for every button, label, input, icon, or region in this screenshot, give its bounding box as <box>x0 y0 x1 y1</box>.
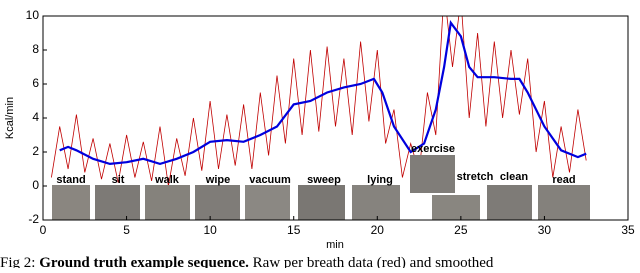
y-tick-label: 6 <box>32 76 39 90</box>
thumbnails <box>52 155 590 220</box>
activity-label: clean <box>500 171 528 183</box>
thumbnail <box>52 185 90 220</box>
activity-label: wipe <box>205 174 230 186</box>
activity-label: stand <box>56 174 85 186</box>
thumbnail <box>352 185 400 220</box>
x-tick-label: 5 <box>123 223 130 237</box>
activity-label: exercise <box>411 143 455 155</box>
activity-label: vacuum <box>249 174 291 186</box>
thumbnail <box>432 195 480 220</box>
caption-label: Fig 2: <box>0 255 35 268</box>
y-tick-label: 0 <box>32 178 39 192</box>
series-line <box>51 16 587 187</box>
x-tick-label: 15 <box>287 223 301 237</box>
y-tick-label: 8 <box>32 42 39 56</box>
activity-label: read <box>552 174 575 186</box>
x-tick-label: 10 <box>203 223 217 237</box>
caption-text: Raw per breath data (red) and smoothed <box>253 255 494 268</box>
caption: Fig 2: Ground truth example sequence. Ra… <box>0 255 494 268</box>
y-tick-label: 2 <box>32 144 39 158</box>
thumbnail <box>298 185 345 220</box>
x-tick-label: 35 <box>621 223 635 237</box>
y-tick-label: -2 <box>28 212 39 226</box>
y-tick-label: 10 <box>26 8 40 22</box>
x-tick-label: 30 <box>538 223 552 237</box>
y-axis-label: Kcal/min <box>4 97 16 139</box>
thumbnail <box>245 185 290 220</box>
x-tick-label: 0 <box>40 223 47 237</box>
thumbnail <box>145 185 190 220</box>
thumbnail <box>487 185 532 220</box>
thumbnail <box>95 185 140 220</box>
activity-label: sweep <box>307 174 341 186</box>
thumbnail <box>538 185 590 220</box>
activity-label: sit <box>112 174 125 186</box>
activity-label: walk <box>154 174 180 186</box>
caption-bold: Ground truth example sequence. <box>39 255 249 268</box>
x-tick-label: 20 <box>371 223 385 237</box>
series-line <box>59 20 587 166</box>
thumbnail <box>195 185 240 220</box>
x-axis-label: min <box>326 239 344 251</box>
thumbnail <box>410 155 455 193</box>
activity-label: stretch <box>457 171 494 183</box>
y-tick-label: 4 <box>32 110 39 124</box>
activity-label: lying <box>367 174 393 186</box>
x-tick-label: 25 <box>454 223 468 237</box>
